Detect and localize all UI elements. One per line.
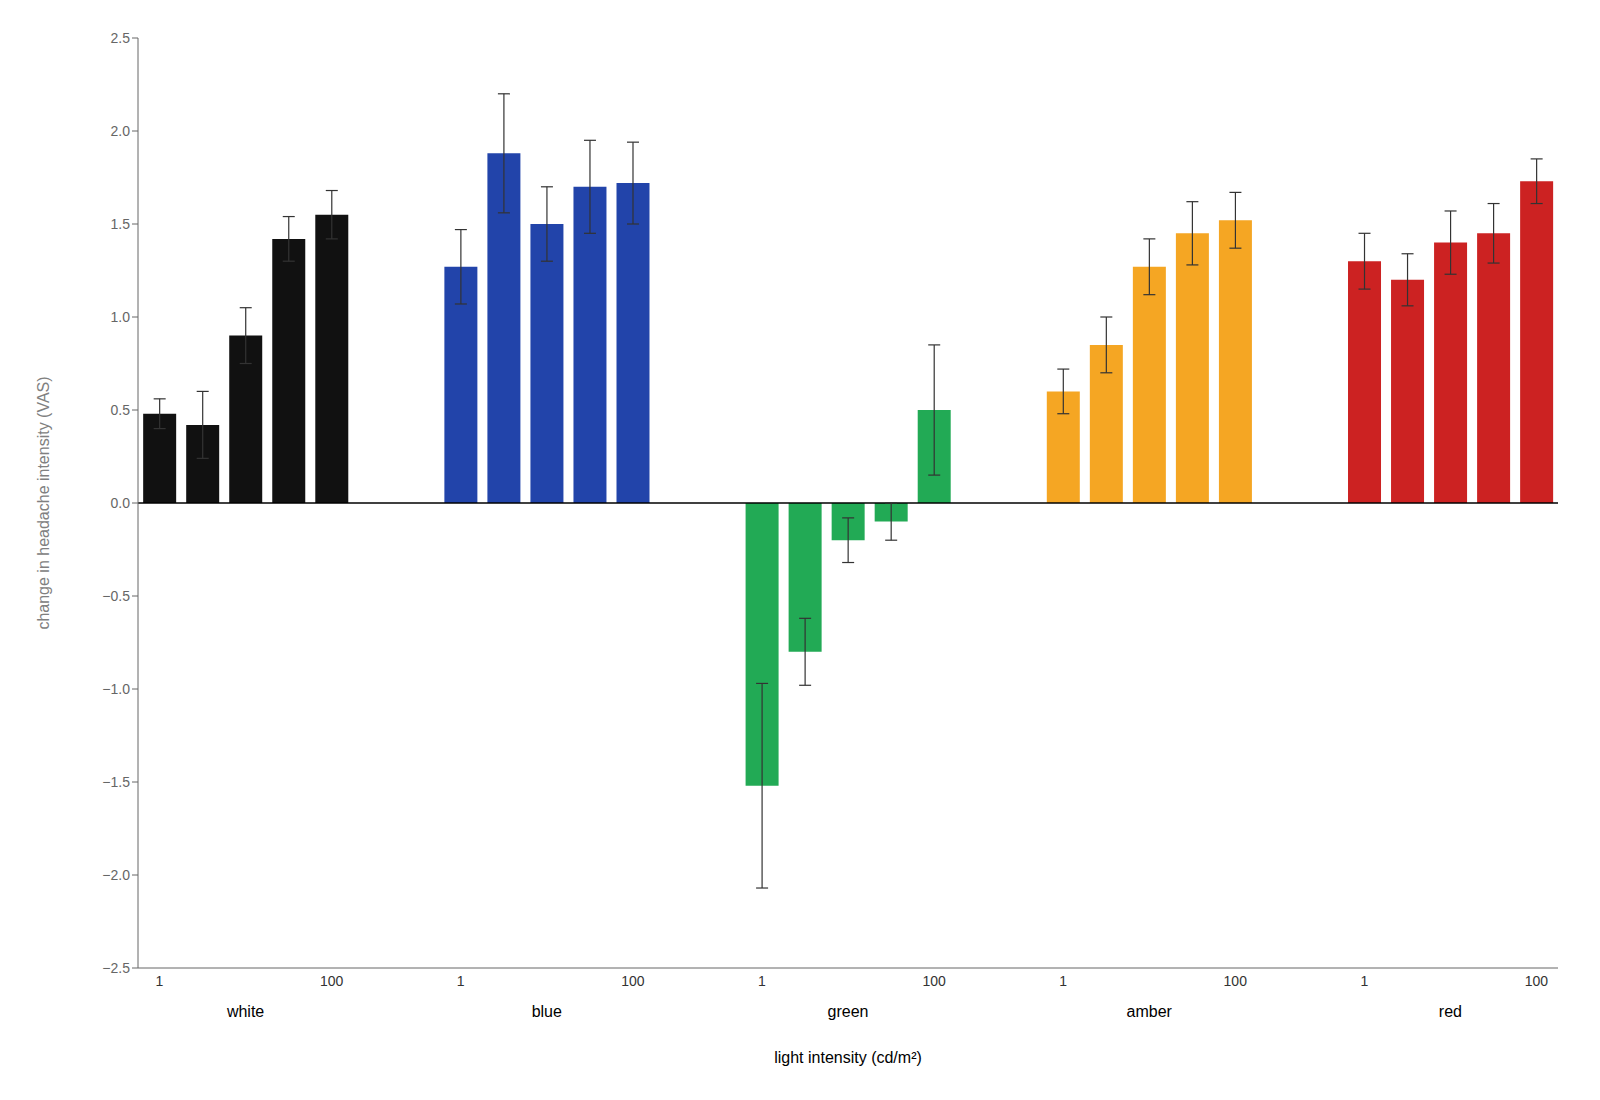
svg-text:change in headache intensity (: change in headache intensity (VAS) xyxy=(35,376,52,629)
svg-text:1.0: 1.0 xyxy=(111,309,131,325)
svg-text:100: 100 xyxy=(320,973,344,989)
svg-text:light intensity (cd/m²): light intensity (cd/m²) xyxy=(774,1049,922,1066)
svg-text:100: 100 xyxy=(621,973,645,989)
svg-text:2.0: 2.0 xyxy=(111,123,131,139)
svg-text:1.5: 1.5 xyxy=(111,216,131,232)
svg-text:0.5: 0.5 xyxy=(111,402,131,418)
svg-text:white: white xyxy=(226,1003,264,1020)
svg-text:100: 100 xyxy=(1224,973,1248,989)
svg-text:1: 1 xyxy=(457,973,465,989)
svg-text:100: 100 xyxy=(1525,973,1549,989)
svg-text:−2.5: −2.5 xyxy=(102,960,130,976)
svg-text:1: 1 xyxy=(1360,973,1368,989)
svg-text:amber: amber xyxy=(1127,1003,1173,1020)
svg-text:blue: blue xyxy=(532,1003,562,1020)
svg-text:−2.0: −2.0 xyxy=(102,867,130,883)
svg-text:green: green xyxy=(828,1003,869,1020)
svg-text:−0.5: −0.5 xyxy=(102,588,130,604)
svg-text:1: 1 xyxy=(758,973,766,989)
svg-text:1: 1 xyxy=(156,973,164,989)
svg-text:2.5: 2.5 xyxy=(111,30,131,46)
svg-text:100: 100 xyxy=(922,973,946,989)
svg-text:0.0: 0.0 xyxy=(111,495,131,511)
svg-text:red: red xyxy=(1439,1003,1462,1020)
svg-text:1: 1 xyxy=(1059,973,1067,989)
svg-text:−1.0: −1.0 xyxy=(102,681,130,697)
svg-text:−1.5: −1.5 xyxy=(102,774,130,790)
